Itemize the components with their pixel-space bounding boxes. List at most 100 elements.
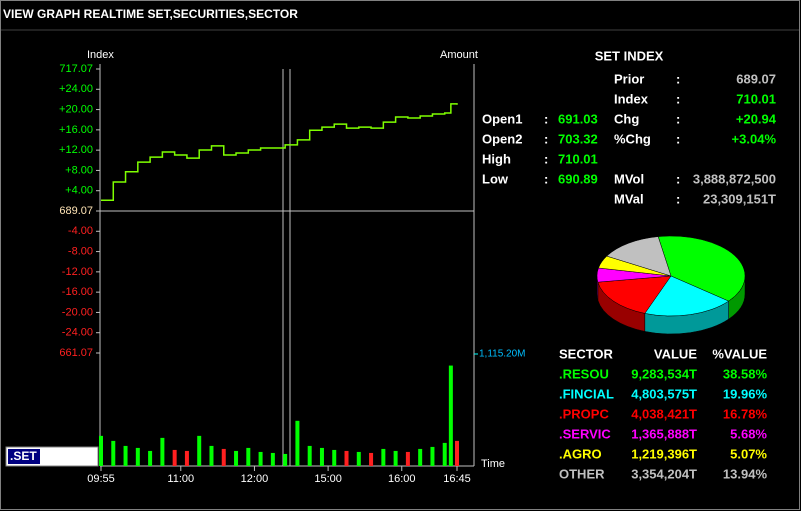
pie-slice — [644, 275, 730, 317]
y-tick-label: -4.00 — [68, 225, 93, 237]
field-value: 3,888,872,500 — [693, 171, 776, 186]
field-value: +20.94 — [736, 111, 777, 126]
y-tick-label: -12.00 — [62, 266, 93, 278]
x-axis-label: Time — [481, 458, 505, 470]
x-tick-label: 15:00 — [314, 473, 342, 485]
field-label: MVal — [614, 191, 644, 206]
field-separator: : — [544, 171, 548, 186]
field-value: 689.07 — [736, 71, 776, 86]
sector-percent: 5.07% — [730, 446, 767, 461]
volume-bar — [246, 447, 251, 466]
y-tick-label: 661.07 — [59, 347, 93, 359]
field-label: Open1 — [482, 111, 522, 126]
volume-bar — [393, 450, 398, 466]
volume-bar — [430, 446, 435, 466]
volume-bar — [197, 435, 202, 466]
sector-name: .FINCIAL — [559, 386, 614, 401]
volume-bar — [448, 365, 453, 466]
sector-name: .RESOU — [559, 366, 609, 381]
y2-tick-label: 1,115.20M — [479, 349, 526, 360]
field-label: Open2 — [482, 131, 522, 146]
field-value: 691.03 — [558, 111, 598, 126]
sector-value: 1,365,888T — [631, 426, 697, 441]
field-separator: : — [676, 191, 680, 206]
y-tick-label: +4.00 — [65, 185, 93, 197]
volume-bar — [148, 450, 153, 466]
sector-percent: 19.96% — [723, 386, 768, 401]
field-separator: : — [676, 91, 680, 106]
volume-bar — [405, 451, 410, 466]
sector-name: .PROPC — [559, 406, 609, 421]
field-label: Low — [482, 171, 509, 186]
volume-bar — [99, 435, 103, 466]
volume-bar — [442, 442, 447, 466]
volume-bar — [344, 450, 349, 466]
volume-bar — [307, 445, 312, 466]
pie-slice — [597, 275, 672, 314]
volume-bar — [221, 448, 226, 466]
x-tick-label: 11:00 — [167, 473, 194, 485]
y-tick-label: -16.00 — [62, 286, 93, 298]
field-label: High — [482, 151, 511, 166]
volume-bar — [111, 440, 116, 466]
window-title: VIEW GRAPH REALTIME SET,SECURITIES,SECTO… — [3, 7, 298, 21]
y-axis-label: Index — [87, 49, 114, 61]
field-value: 690.89 — [558, 171, 598, 186]
sector-percent: 16.78% — [723, 406, 768, 421]
field-label: Index — [614, 91, 649, 106]
pie-slice — [606, 236, 672, 277]
volume-bar — [381, 448, 386, 466]
sector-value: 9,283,534T — [631, 366, 697, 381]
x-tick-label: 09:55 — [87, 473, 115, 485]
y-tick-label: +12.00 — [59, 144, 93, 156]
sector-value: 4,038,421T — [631, 406, 697, 421]
y-tick-label: +24.00 — [59, 83, 93, 95]
field-label: %Chg — [614, 131, 651, 146]
field-separator: : — [544, 111, 548, 126]
field-separator: : — [544, 151, 548, 166]
volume-bar — [283, 453, 288, 466]
x-tick-label: 12:00 — [241, 473, 269, 485]
volume-bar — [455, 440, 459, 466]
x-tick-label: 16:00 — [388, 473, 416, 485]
field-label: Prior — [614, 71, 644, 86]
sector-percent: 13.94% — [723, 466, 768, 481]
sector-name: OTHER — [559, 466, 605, 481]
y2-axis-label: Amount — [440, 49, 478, 61]
y-tick-label: -8.00 — [68, 245, 93, 257]
table-header: VALUE — [654, 346, 697, 361]
volume-bar — [209, 445, 214, 466]
field-value: +3.04% — [732, 131, 777, 146]
volume-bar — [369, 452, 374, 466]
table-header: SECTOR — [559, 346, 614, 361]
sector-value: 3,354,204T — [631, 466, 697, 481]
sector-table: SECTOR VALUE %VALUE .RESOU 9,283,534T 38.58%.… — [559, 346, 767, 481]
sector-percent: 5.68% — [730, 426, 767, 441]
sector-name: .AGRO — [559, 446, 602, 461]
y-tick-label: +16.00 — [59, 124, 93, 136]
volume-bar — [356, 451, 361, 466]
symbol-input-text[interactable]: .SET — [10, 449, 37, 463]
y-tick-label: 717.07 — [59, 63, 93, 75]
field-separator: : — [544, 131, 548, 146]
field-separator: : — [676, 111, 680, 126]
sector-name: .SERVIC — [559, 426, 611, 441]
sector-pie — [596, 235, 746, 335]
table-header: %VALUE — [712, 346, 767, 361]
set-index-panel: Open1:691.03Open2:703.32High:710.01Low:6… — [482, 71, 777, 206]
sector-percent: 38.58% — [723, 366, 768, 381]
field-value: 710.01 — [736, 91, 776, 106]
field-value: 23,309,151T — [703, 191, 776, 206]
volume-bar — [332, 449, 337, 466]
sector-value: 4,803,575T — [631, 386, 697, 401]
selection-highlight — [8, 449, 40, 464]
field-separator: : — [676, 131, 680, 146]
field-separator: : — [676, 71, 680, 86]
field-separator: : — [676, 171, 680, 186]
field-value: 710.01 — [558, 151, 598, 166]
volume-bar — [258, 451, 263, 466]
sector-value: 1,219,396T — [631, 446, 697, 461]
x-tick-label: 16:45 — [443, 473, 471, 485]
volume-bar — [184, 450, 189, 466]
